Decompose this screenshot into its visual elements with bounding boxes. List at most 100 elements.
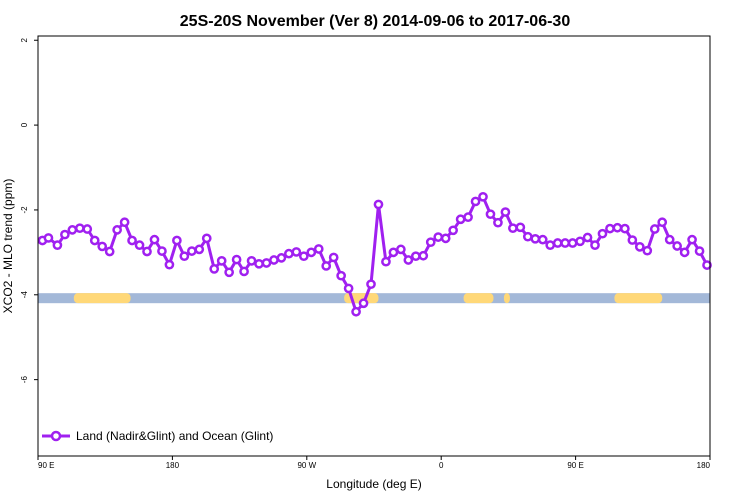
data-point xyxy=(649,224,660,234)
data-point xyxy=(530,233,541,244)
data-point xyxy=(388,247,399,258)
y-tick-label: -2 xyxy=(20,206,29,214)
data-point xyxy=(418,250,429,261)
data-point xyxy=(164,259,175,270)
data-point xyxy=(403,255,414,265)
data-point xyxy=(194,244,205,255)
data-point xyxy=(74,223,85,234)
y-tick-label: -6 xyxy=(20,376,29,384)
data-point xyxy=(597,228,608,239)
plot-frame xyxy=(37,35,711,457)
data-point xyxy=(261,258,272,268)
data-point xyxy=(702,260,712,270)
data-point xyxy=(67,225,78,235)
data-point xyxy=(590,240,600,251)
x-tick-label: 90 E xyxy=(567,461,583,470)
data-point xyxy=(582,232,593,243)
series-layer xyxy=(37,191,712,317)
data-point xyxy=(552,238,563,248)
data-point xyxy=(366,279,376,290)
legend-label: Land (Nadir&Glint) and Ocean (Glint) xyxy=(76,429,273,443)
data-point xyxy=(306,247,317,258)
data-point xyxy=(142,246,152,257)
land-segment xyxy=(73,293,131,304)
y-tick-label: 0 xyxy=(20,122,29,127)
data-point xyxy=(672,241,682,251)
x-tick-label: 90 E xyxy=(38,461,54,470)
data-point xyxy=(500,207,511,217)
data-point xyxy=(209,264,220,274)
data-point xyxy=(515,222,526,233)
data-point xyxy=(470,196,481,207)
data-point xyxy=(172,235,182,246)
data-point xyxy=(485,209,496,220)
chart-title: 25S-20S November (Ver 8) 2014-09-06 to 2… xyxy=(180,13,571,30)
data-point xyxy=(239,266,249,277)
data-point xyxy=(89,235,100,246)
data-point xyxy=(276,253,287,263)
data-point xyxy=(396,244,406,255)
data-point xyxy=(298,251,309,262)
data-point xyxy=(351,306,361,317)
data-point xyxy=(567,238,578,248)
data-point xyxy=(373,199,384,210)
data-point xyxy=(291,247,302,257)
x-tick-label: 0 xyxy=(439,461,444,470)
data-point xyxy=(440,233,451,244)
data-point xyxy=(493,217,503,228)
data-point xyxy=(179,251,190,262)
x-tick-label: 180 xyxy=(166,461,180,470)
y-tick-label: 2 xyxy=(20,37,29,42)
data-point xyxy=(216,255,227,266)
data-point xyxy=(224,267,234,278)
data-point xyxy=(425,237,436,248)
data-point xyxy=(358,298,369,309)
legend-marker xyxy=(50,430,62,442)
data-point xyxy=(612,222,623,233)
data-point xyxy=(52,240,63,251)
data-point xyxy=(478,191,488,202)
data-point xyxy=(43,233,54,243)
data-point xyxy=(313,244,324,254)
data-point xyxy=(679,247,690,258)
data-point xyxy=(127,235,137,246)
x-axis-label: Longitude (deg E) xyxy=(326,477,421,491)
data-point xyxy=(433,232,444,242)
data-point xyxy=(112,225,122,235)
data-point xyxy=(410,251,421,262)
data-point xyxy=(455,214,466,225)
data-point xyxy=(82,224,93,234)
data-point xyxy=(627,235,638,245)
data-point xyxy=(269,255,279,265)
data-point xyxy=(620,223,630,234)
data-point xyxy=(537,234,548,245)
y-axis-label: XCO2 - MLO trend (ppm) xyxy=(1,179,15,314)
data-point xyxy=(664,234,675,245)
data-point xyxy=(448,225,458,236)
data-point xyxy=(634,241,645,252)
land-segment xyxy=(463,293,494,304)
data-point xyxy=(157,246,167,256)
data-point xyxy=(134,240,145,251)
data-point xyxy=(231,254,242,265)
x-axis: 90 E 180 90 W 0 90 E 180 xyxy=(37,456,711,470)
data-point xyxy=(522,231,533,242)
data-point xyxy=(336,270,346,281)
data-point xyxy=(463,212,473,223)
data-point xyxy=(657,217,668,228)
data-point xyxy=(149,234,160,245)
data-point xyxy=(687,234,697,245)
data-point xyxy=(104,246,115,257)
data-point xyxy=(246,255,257,266)
y-tick-label: -4 xyxy=(20,291,29,299)
data-point xyxy=(508,223,518,234)
data-point xyxy=(60,229,70,240)
x-tick-label: 180 xyxy=(697,461,711,470)
data-point xyxy=(605,223,615,234)
data-point xyxy=(343,283,354,294)
data-point xyxy=(186,246,197,256)
data-point xyxy=(694,246,705,256)
data-point xyxy=(328,252,339,263)
data-point xyxy=(97,241,108,252)
data-point xyxy=(545,240,556,251)
